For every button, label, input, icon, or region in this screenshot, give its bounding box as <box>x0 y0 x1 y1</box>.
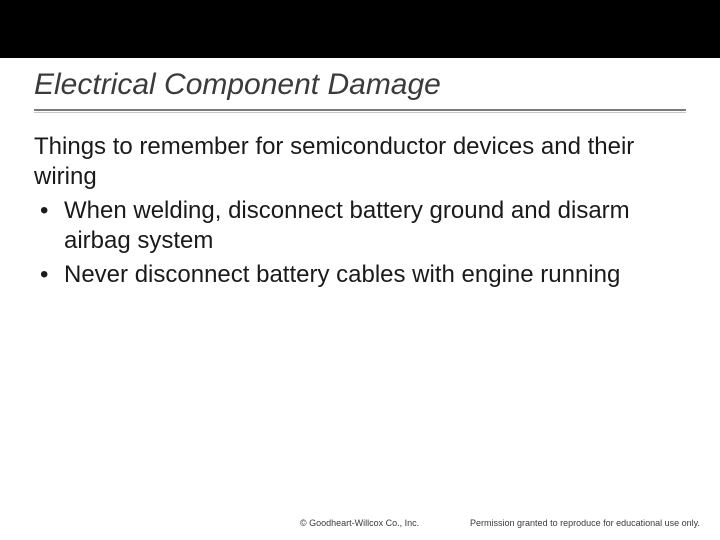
lead-paragraph: Things to remember for semiconductor dev… <box>34 132 686 192</box>
title-rule-shadow <box>34 112 686 113</box>
list-item: Never disconnect battery cables with eng… <box>34 260 686 290</box>
top-band <box>0 0 720 58</box>
title-rule <box>34 109 686 111</box>
body-content: Things to remember for semiconductor dev… <box>34 132 686 294</box>
slide-title: Electrical Component Damage <box>34 68 686 101</box>
title-block: Electrical Component Damage <box>34 68 686 113</box>
permission-text: Permission granted to reproduce for educ… <box>470 518 700 528</box>
slide: Electrical Component Damage Things to re… <box>0 0 720 540</box>
copyright-text: © Goodheart-Willcox Co., Inc. <box>300 518 419 528</box>
list-item: When welding, disconnect battery ground … <box>34 196 686 256</box>
bullet-list: When welding, disconnect battery ground … <box>34 196 686 290</box>
